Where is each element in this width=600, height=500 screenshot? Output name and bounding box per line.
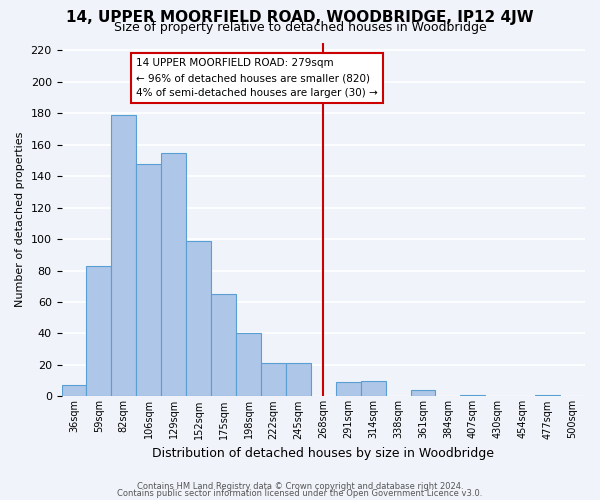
Bar [161, 152, 186, 396]
Text: Contains HM Land Registry data © Crown copyright and database right 2024.: Contains HM Land Registry data © Crown c… [137, 482, 463, 491]
X-axis label: Distribution of detached houses by size in Woodbridge: Distribution of detached houses by size … [152, 447, 494, 460]
Bar [136, 164, 161, 396]
Text: 14 UPPER MOORFIELD ROAD: 279sqm
← 96% of detached houses are smaller (820)
4% of: 14 UPPER MOORFIELD ROAD: 279sqm ← 96% of… [136, 58, 378, 98]
Bar [336, 382, 361, 396]
Text: Contains public sector information licensed under the Open Government Licence v3: Contains public sector information licen… [118, 488, 482, 498]
Bar [261, 364, 286, 396]
Bar [286, 364, 311, 396]
Y-axis label: Number of detached properties: Number of detached properties [15, 132, 25, 307]
Bar [86, 266, 112, 396]
Bar [112, 115, 136, 396]
Bar [361, 380, 386, 396]
Bar [460, 395, 485, 396]
Text: Size of property relative to detached houses in Woodbridge: Size of property relative to detached ho… [113, 21, 487, 34]
Bar [535, 395, 560, 396]
Bar [211, 294, 236, 396]
Bar [236, 334, 261, 396]
Text: 14, UPPER MOORFIELD ROAD, WOODBRIDGE, IP12 4JW: 14, UPPER MOORFIELD ROAD, WOODBRIDGE, IP… [66, 10, 534, 25]
Bar [410, 390, 436, 396]
Bar [186, 240, 211, 396]
Bar [62, 386, 86, 396]
